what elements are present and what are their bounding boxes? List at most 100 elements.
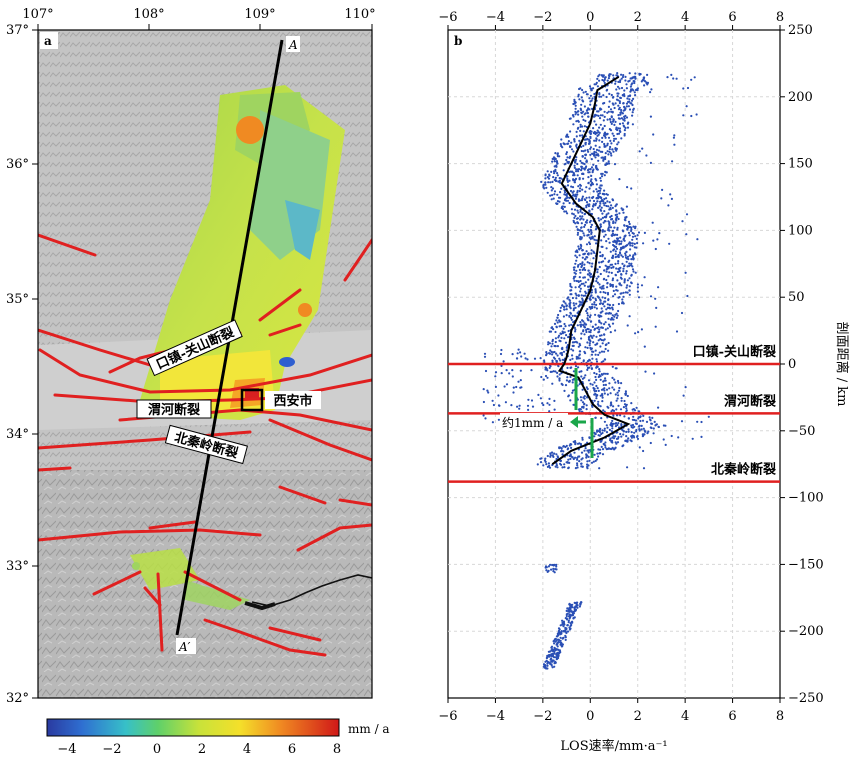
scatter-point bbox=[523, 352, 526, 355]
scatter-point bbox=[700, 420, 703, 424]
scatter-point bbox=[556, 172, 559, 175]
scatter-point bbox=[609, 331, 612, 334]
scatter-point bbox=[614, 253, 617, 256]
x-tick-label: −4 bbox=[486, 709, 505, 724]
scatter-point bbox=[585, 309, 588, 313]
scatter-point bbox=[511, 375, 514, 378]
scatter-point bbox=[617, 389, 621, 392]
scatter-point bbox=[627, 231, 631, 234]
scatter-point bbox=[596, 190, 599, 193]
scatter-point bbox=[609, 250, 612, 253]
scatter-point bbox=[586, 449, 589, 452]
fault-trace bbox=[92, 570, 142, 596]
scatter-point bbox=[594, 204, 597, 207]
scatter-point bbox=[576, 265, 580, 268]
scatter-point bbox=[573, 140, 576, 143]
scatter-point bbox=[568, 299, 572, 302]
scatter-point bbox=[547, 177, 551, 180]
scatter-point bbox=[584, 346, 587, 349]
fault-line-label: 口镇-关山断裂 bbox=[693, 344, 777, 360]
scatter-point bbox=[544, 181, 547, 184]
scatter-point bbox=[693, 76, 696, 79]
scatter-point bbox=[581, 197, 584, 200]
scatter-point bbox=[611, 424, 614, 428]
scatter-point bbox=[593, 390, 596, 393]
scatter-point bbox=[551, 187, 555, 190]
scatter-point bbox=[626, 227, 629, 230]
xian-box bbox=[240, 388, 264, 412]
scatter-point bbox=[612, 119, 615, 122]
scatter-point bbox=[625, 250, 628, 254]
scatter-point bbox=[580, 222, 583, 225]
scatter-point bbox=[560, 450, 563, 453]
scatter-point bbox=[579, 229, 582, 232]
scatter-point bbox=[590, 265, 593, 268]
scatter-point bbox=[580, 332, 583, 335]
scatter-point bbox=[571, 296, 575, 300]
scatter-point bbox=[612, 318, 615, 321]
scatter-point bbox=[629, 90, 632, 93]
scatter-point bbox=[554, 337, 558, 340]
scatter-point bbox=[589, 314, 592, 317]
scatter-point bbox=[654, 247, 657, 251]
scatter-point bbox=[577, 113, 580, 116]
scatter-point bbox=[633, 81, 636, 85]
scatter-point bbox=[624, 75, 627, 78]
scatter-point bbox=[603, 338, 606, 341]
scatter-point bbox=[611, 306, 614, 309]
scatter-point bbox=[585, 196, 588, 199]
fault-label-bg bbox=[681, 342, 778, 360]
scatter-point bbox=[604, 264, 607, 267]
scatter-point bbox=[576, 162, 579, 166]
scatter-point bbox=[634, 271, 637, 274]
scatter-point bbox=[654, 297, 657, 300]
scatter-point bbox=[628, 79, 631, 82]
scatter-point bbox=[599, 405, 602, 408]
scatter-point bbox=[519, 351, 522, 354]
scatter-point bbox=[561, 619, 564, 622]
scatter-point bbox=[567, 336, 570, 339]
scatter-point bbox=[482, 400, 485, 404]
scatter-point bbox=[499, 352, 503, 356]
scatter-point bbox=[623, 224, 626, 227]
scatter-point bbox=[607, 341, 610, 345]
scatter-point bbox=[554, 465, 557, 468]
scatter-point bbox=[563, 205, 566, 208]
scatter-point bbox=[585, 201, 589, 204]
scatter-point bbox=[623, 415, 626, 418]
panel-label-bg bbox=[40, 32, 58, 49]
scatter-point bbox=[571, 391, 574, 394]
scatter-point bbox=[551, 653, 555, 657]
scatter-point bbox=[615, 408, 618, 411]
scatter-point bbox=[601, 140, 604, 143]
scatter-point bbox=[571, 389, 575, 392]
scatter-point bbox=[584, 352, 587, 355]
scatter-point bbox=[611, 409, 614, 412]
scatter-point bbox=[539, 461, 543, 464]
scatter-point bbox=[629, 244, 632, 247]
scatter-point bbox=[584, 294, 587, 297]
scatter-point bbox=[553, 165, 556, 168]
scatter-point bbox=[578, 139, 581, 142]
reservoir bbox=[244, 601, 276, 611]
scatter-point bbox=[636, 435, 639, 438]
scatter-point bbox=[574, 467, 578, 470]
scatter-point bbox=[583, 266, 586, 270]
scatter-point bbox=[614, 435, 617, 438]
scatter-point bbox=[540, 375, 543, 379]
scatter-point bbox=[560, 630, 563, 633]
scatter-point bbox=[592, 127, 595, 130]
scatter-point bbox=[577, 366, 580, 369]
scatter-point bbox=[630, 229, 633, 233]
scatter-point bbox=[590, 461, 594, 464]
scatter-point bbox=[603, 300, 606, 303]
scatter-point bbox=[631, 265, 634, 268]
scatter-point bbox=[553, 650, 556, 654]
scatter-point bbox=[578, 605, 582, 608]
scatter-point bbox=[608, 307, 612, 310]
scatter-point bbox=[561, 353, 564, 357]
lat-tick-label: 37° bbox=[6, 23, 29, 38]
scatter-point bbox=[558, 325, 561, 328]
scatter-point bbox=[603, 197, 606, 201]
scatter-point bbox=[569, 443, 572, 446]
